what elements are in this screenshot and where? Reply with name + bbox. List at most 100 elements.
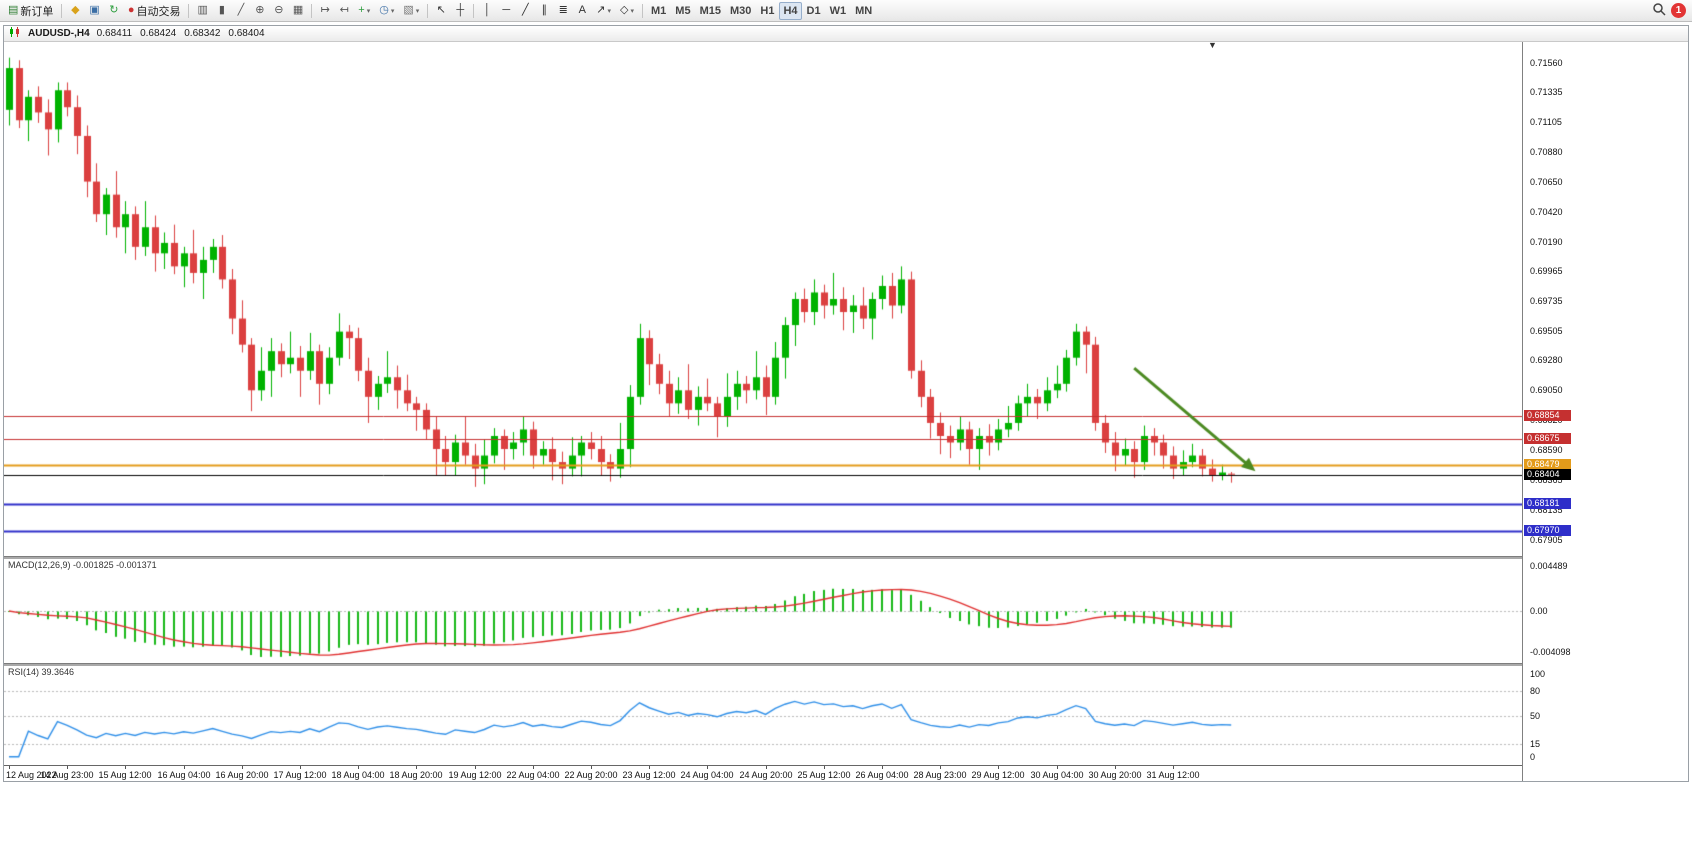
notification-badge[interactable]: 1 xyxy=(1671,3,1686,18)
time-axis-tick xyxy=(591,766,592,769)
price-axis-label: 0.69735 xyxy=(1530,295,1563,306)
rsi-splitter[interactable] xyxy=(4,663,1688,666)
resistance-line-1-price-tag: 0.68854 xyxy=(1524,409,1571,421)
timeframe-h4-button[interactable]: H4 xyxy=(779,1,802,20)
price-axis[interactable]: 0.71560 0.71335 0.71105 0.70880 0.70650 0.704… xyxy=(1522,42,1688,781)
tile-windows-button[interactable]: ▦ xyxy=(289,2,307,20)
line-chart-type-button[interactable]: ╱ xyxy=(232,2,250,20)
charts-button[interactable]: ◆ xyxy=(66,2,84,20)
time-axis-label: 26 Aug 04:00 xyxy=(855,770,909,780)
timeframe-d1-button[interactable]: D1 xyxy=(803,2,825,20)
new-order-icon: ▤ xyxy=(8,4,19,16)
timeframe-mn-button[interactable]: MN xyxy=(851,2,876,20)
price-axis-label: 0.71560 xyxy=(1530,57,1563,68)
toolbar: ▤ 新订单 ◆ ▣ ↻ ● 自动交易 ▥ ▮ ╱ ⊕ ⊖ ▦ ↦ ↤ + ▾ ◷ ▾ ▧ ▾ ↖ ┼ │ ─ ╱ ∥ ≣ A ↗ ▾ ◇ ▾ M1… xyxy=(0,0,1692,22)
candle-chart-type-icon: ▮ xyxy=(218,4,225,16)
price-axis-label: 0.71335 xyxy=(1530,87,1563,98)
time-axis-label: 19 Aug 12:00 xyxy=(448,770,502,780)
chevron-down-icon: ▾ xyxy=(607,7,612,15)
zoom-in-icon: ⊕ xyxy=(255,4,265,16)
macd-splitter[interactable] xyxy=(4,556,1688,559)
time-axis-label: 12 Aug 2022 xyxy=(6,770,57,780)
bar-chart-type-icon: ▥ xyxy=(197,4,208,16)
templates-button[interactable]: ▧ ▾ xyxy=(399,2,423,20)
shapes-button[interactable]: ◇ ▾ xyxy=(616,2,638,20)
main-chart-canvas[interactable] xyxy=(4,42,1522,556)
refresh-icon: ↻ xyxy=(109,4,119,16)
chart-title-high: 0.68424 xyxy=(140,28,177,39)
fibonacci-button[interactable]: ≣ xyxy=(554,2,572,20)
shapes-icon: ◇ xyxy=(620,4,629,16)
timeframe-m5-button[interactable]: M5 xyxy=(671,2,694,20)
periods-button[interactable]: ◷ ▾ xyxy=(375,2,398,20)
macd-axis-label: -0.004098 xyxy=(1530,646,1571,657)
refresh-button[interactable]: ↻ xyxy=(105,2,123,20)
time-axis-label: 29 Aug 12:00 xyxy=(971,770,1025,780)
new-order-button[interactable]: ▤ 新订单 xyxy=(4,2,57,20)
toolbar-items: ▤ 新订单 ◆ ▣ ↻ ● 自动交易 ▥ ▮ ╱ ⊕ ⊖ ▦ ↦ ↤ + ▾ ◷ ▾ ▧ ▾ ↖ ┼ │ ─ ╱ ∥ ≣ A ↗ ▾ ◇ ▾ M1… xyxy=(4,1,1652,20)
trendline-button[interactable]: ╱ xyxy=(516,2,534,20)
timeframe-h1-button[interactable]: H1 xyxy=(756,2,778,20)
timeframe-w1-button[interactable]: W1 xyxy=(826,2,851,20)
time-axis-label: 18 Aug 20:00 xyxy=(389,770,443,780)
cursor-button[interactable]: ↖ xyxy=(432,2,450,20)
price-axis-label: 0.69505 xyxy=(1530,325,1563,336)
vertical-line-button[interactable]: │ xyxy=(478,2,496,20)
chart-shift-icon: ↤ xyxy=(339,4,349,16)
profiles-icon: ▣ xyxy=(89,4,100,16)
templates-icon: ▧ xyxy=(403,4,414,16)
time-axis-tick xyxy=(125,766,126,769)
autotrading-label: 自动交易 xyxy=(136,5,181,18)
indicators-button[interactable]: + ▾ xyxy=(354,2,374,20)
toolbar-right: 1 xyxy=(1652,2,1688,19)
macd-axis-label: 0.00 xyxy=(1530,606,1548,616)
price-axis-label: 0.68590 xyxy=(1530,445,1563,456)
rsi-axis-label: 50 xyxy=(1530,710,1541,721)
time-axis-tick xyxy=(67,766,68,769)
line-chart-type-icon: ╱ xyxy=(237,4,245,16)
chevron-down-icon: ▾ xyxy=(630,7,634,15)
autotrading-button[interactable]: ● 自动交易 xyxy=(124,2,185,20)
auto-scroll-icon: ↦ xyxy=(320,4,330,16)
time-axis-label: 28 Aug 23:00 xyxy=(913,770,967,780)
macd-panel-canvas[interactable] xyxy=(4,559,1522,663)
indicators-icon: + xyxy=(358,4,365,16)
price-axis-label: 0.69280 xyxy=(1530,355,1563,366)
chart-titlebar[interactable]: AUDUSD-,H4 0.68411 0.68424 0.68342 0.684… xyxy=(4,26,1688,42)
profiles-button[interactable]: ▣ xyxy=(85,2,103,20)
chart-window: AUDUSD-,H4 0.68411 0.68424 0.68342 0.684… xyxy=(3,25,1689,782)
rsi-axis-label: 0 xyxy=(1530,751,1536,762)
zoom-out-button[interactable]: ⊖ xyxy=(270,2,288,20)
channel-button[interactable]: ∥ xyxy=(535,2,553,20)
toolbar-separator xyxy=(642,3,643,18)
resistance-line-2-price-tag: 0.68675 xyxy=(1524,433,1571,445)
toolbar-separator xyxy=(188,3,190,18)
crosshair-button[interactable]: ┼ xyxy=(451,2,469,20)
horizontal-line-button[interactable]: ─ xyxy=(497,2,515,20)
rsi-panel-canvas[interactable] xyxy=(4,666,1522,765)
zoom-in-button[interactable]: ⊕ xyxy=(251,2,269,20)
chart-shift-marker[interactable]: ▼ xyxy=(1208,40,1217,50)
bar-chart-type-button[interactable]: ▥ xyxy=(193,2,211,20)
timeframe-d1-label: D1 xyxy=(806,4,821,17)
macd-axis-label: 0.004489 xyxy=(1530,561,1568,572)
time-axis-tick xyxy=(766,766,767,769)
timeframe-m1-label: M1 xyxy=(651,4,667,17)
time-axis-label: 15 Aug 12:00 xyxy=(98,770,152,780)
time-axis-tick xyxy=(998,766,999,769)
vertical-line-icon: │ xyxy=(483,4,491,16)
timeframe-m30-button[interactable]: M30 xyxy=(726,2,755,20)
candle-chart-type-button[interactable]: ▮ xyxy=(213,2,231,20)
search-button[interactable] xyxy=(1652,2,1666,19)
time-axis[interactable]: 12 Aug 2022 14 Aug 23:00 15 Aug 12:00 16 Au… xyxy=(4,765,1522,781)
cursor-icon: ↖ xyxy=(436,4,446,16)
arrows-button[interactable]: ↗ ▾ xyxy=(592,2,615,20)
price-axis-label: 0.68365 xyxy=(1530,474,1563,485)
time-axis-label: 16 Aug 04:00 xyxy=(157,770,211,780)
timeframe-m15-button[interactable]: M15 xyxy=(696,2,725,20)
auto-scroll-button[interactable]: ↦ xyxy=(316,2,334,20)
text-button[interactable]: A xyxy=(573,2,591,20)
chart-shift-button[interactable]: ↤ xyxy=(335,2,353,20)
timeframe-m1-button[interactable]: M1 xyxy=(647,2,670,20)
chart-title-low: 0.68342 xyxy=(184,28,221,39)
